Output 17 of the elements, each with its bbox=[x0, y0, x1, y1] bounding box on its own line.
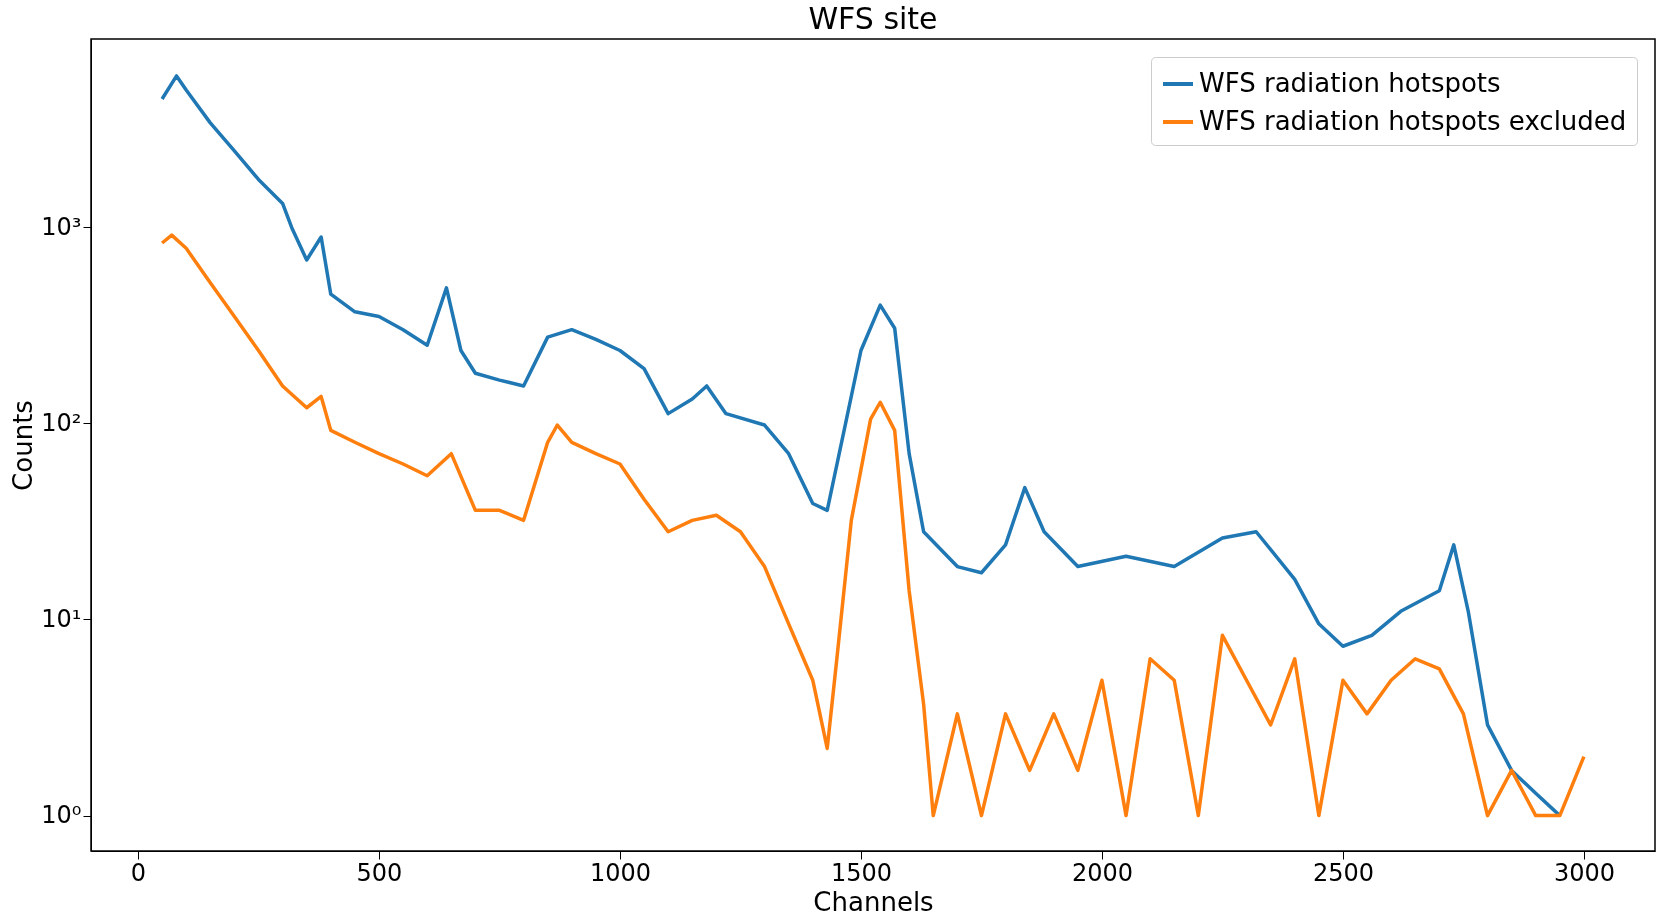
x-tick-label: 2500 bbox=[1312, 858, 1374, 887]
y-axis-title: Counts bbox=[8, 400, 39, 491]
x-tick-label: 1000 bbox=[589, 858, 651, 887]
x-tick-label: 2000 bbox=[1071, 858, 1133, 887]
y-tick-label: 10⁰ bbox=[41, 801, 82, 830]
x-tick-label: 500 bbox=[356, 858, 403, 887]
legend-label: WFS radiation hotspots excluded bbox=[1199, 106, 1627, 136]
x-axis-title: Channels bbox=[813, 886, 934, 917]
x-tick-label: 3000 bbox=[1553, 858, 1615, 887]
legend-label: WFS radiation hotspots bbox=[1199, 68, 1501, 98]
y-tick-label: 10² bbox=[41, 408, 82, 437]
chart-title: WFS site bbox=[808, 1, 938, 36]
y-tick-label: 10³ bbox=[41, 212, 82, 241]
line-series bbox=[160, 233, 1586, 818]
y-tick-label: 10¹ bbox=[41, 604, 82, 633]
x-tick-label: 1500 bbox=[830, 858, 892, 887]
x-tick-label: 0 bbox=[130, 858, 147, 887]
